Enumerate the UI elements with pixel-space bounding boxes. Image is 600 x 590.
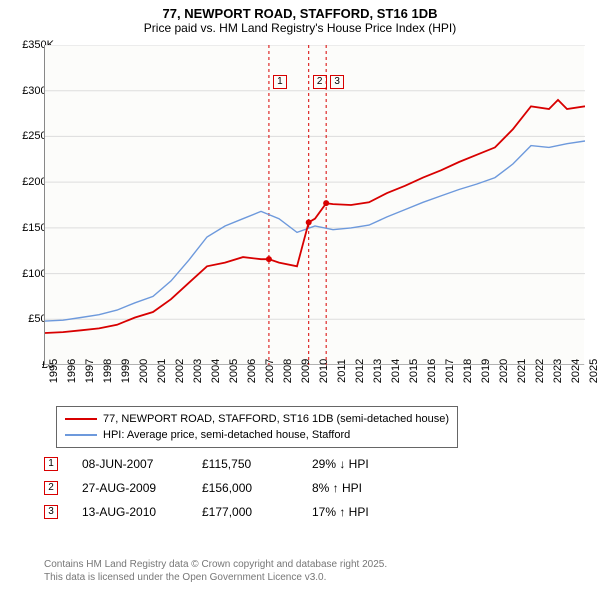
sales-row-date: 27-AUG-2009: [82, 481, 202, 495]
sales-row-diff: 17% ↑ HPI: [312, 505, 412, 519]
sales-row-date: 13-AUG-2010: [82, 505, 202, 519]
x-tick-label: 2015: [408, 359, 420, 383]
x-tick-label: 2001: [156, 359, 168, 383]
x-tick-label: 1996: [66, 359, 78, 383]
sales-row-marker: 3: [44, 505, 58, 519]
x-tick-label: 2018: [462, 359, 474, 383]
x-tick-label: 2016: [426, 359, 438, 383]
legend-row-sales: 77, NEWPORT ROAD, STAFFORD, ST16 1DB (se…: [65, 411, 449, 427]
legend-label-sales: 77, NEWPORT ROAD, STAFFORD, ST16 1DB (se…: [103, 413, 449, 425]
title-block: 77, NEWPORT ROAD, STAFFORD, ST16 1DB Pri…: [0, 0, 600, 35]
legend-swatch-sales: [65, 418, 97, 420]
sale-marker-box: 2: [313, 75, 327, 89]
sales-row-price: £156,000: [202, 481, 312, 495]
chart-svg: [45, 45, 585, 365]
x-tick-label: 2010: [318, 359, 330, 383]
x-tick-label: 2020: [498, 359, 510, 383]
x-tick-label: 1995: [48, 359, 60, 383]
sales-table-row: 2 27-AUG-2009£156,0008% ↑ HPI: [44, 476, 412, 500]
sales-row-diff: 29% ↓ HPI: [312, 457, 412, 471]
x-tick-label: 2004: [210, 359, 222, 383]
x-tick-label: 2003: [192, 359, 204, 383]
x-tick-label: 2005: [228, 359, 240, 383]
attribution-line-2: This data is licensed under the Open Gov…: [44, 571, 387, 584]
x-tick-label: 2021: [516, 359, 528, 383]
legend-row-hpi: HPI: Average price, semi-detached house,…: [65, 427, 449, 443]
x-tick-label: 2009: [300, 359, 312, 383]
legend-box: 77, NEWPORT ROAD, STAFFORD, ST16 1DB (se…: [56, 406, 458, 448]
x-tick-label: 2014: [390, 359, 402, 383]
x-tick-label: 2024: [570, 359, 582, 383]
x-tick-label: 2022: [534, 359, 546, 383]
x-tick-label: 2007: [264, 359, 276, 383]
title-line-2: Price paid vs. HM Land Registry's House …: [0, 21, 600, 35]
sales-row-date: 08-JUN-2007: [82, 457, 202, 471]
legend-label-hpi: HPI: Average price, semi-detached house,…: [103, 429, 350, 441]
x-tick-label: 2025: [588, 359, 600, 383]
x-tick-label: 2011: [336, 359, 348, 383]
x-tick-label: 2000: [138, 359, 150, 383]
x-tick-label: 2006: [246, 359, 258, 383]
x-tick-label: 1998: [102, 359, 114, 383]
x-tick-label: 1999: [120, 359, 132, 383]
sales-row-price: £115,750: [202, 457, 312, 471]
chart-container: 77, NEWPORT ROAD, STAFFORD, ST16 1DB Pri…: [0, 0, 600, 590]
chart-plot-area: 1 23: [44, 45, 584, 365]
sale-marker-box: 1: [273, 75, 287, 89]
x-tick-label: 1997: [84, 359, 96, 383]
attribution-text: Contains HM Land Registry data © Crown c…: [44, 558, 387, 584]
sales-table-row: 3 13-AUG-2010£177,00017% ↑ HPI: [44, 500, 412, 524]
x-tick-label: 2002: [174, 359, 186, 383]
sales-row-marker: 1: [44, 457, 58, 471]
legend-swatch-hpi: [65, 434, 97, 436]
x-tick-label: 2019: [480, 359, 492, 383]
title-line-1: 77, NEWPORT ROAD, STAFFORD, ST16 1DB: [0, 6, 600, 21]
x-tick-label: 2023: [552, 359, 564, 383]
sale-marker-box: 3: [330, 75, 344, 89]
sales-row-diff: 8% ↑ HPI: [312, 481, 412, 495]
attribution-line-1: Contains HM Land Registry data © Crown c…: [44, 558, 387, 571]
x-tick-label: 2012: [354, 359, 366, 383]
x-tick-label: 2017: [444, 359, 456, 383]
x-tick-label: 2013: [372, 359, 384, 383]
sales-row-price: £177,000: [202, 505, 312, 519]
x-tick-label: 2008: [282, 359, 294, 383]
sales-table-row: 1 08-JUN-2007£115,75029% ↓ HPI: [44, 452, 412, 476]
sales-row-marker: 2: [44, 481, 58, 495]
sales-table: 1 08-JUN-2007£115,75029% ↓ HPI 2 27-AUG-200…: [44, 452, 412, 524]
